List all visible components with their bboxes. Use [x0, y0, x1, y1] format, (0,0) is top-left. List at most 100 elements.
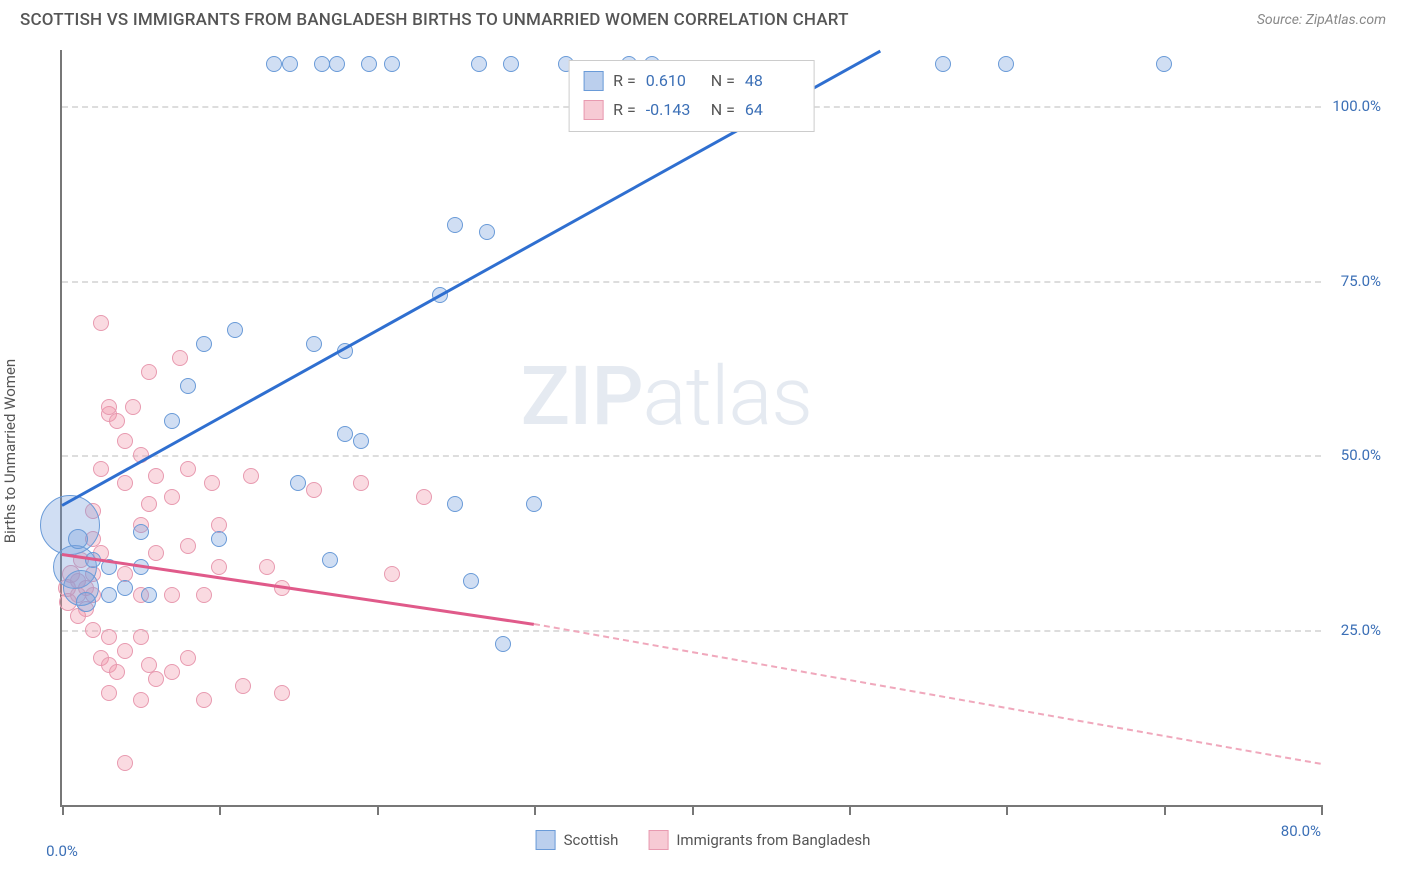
legend-swatch-scottish — [536, 830, 556, 850]
xtick-label: 0.0% — [46, 842, 78, 860]
stats-n-label: N = — [711, 67, 735, 96]
watermark-atlas: atlas — [643, 349, 812, 445]
point-scottish — [117, 580, 133, 596]
ytick-label: 100.0% — [1332, 97, 1381, 115]
point-scottish — [322, 552, 338, 568]
xtick — [377, 805, 379, 815]
chart-title: SCOTTISH VS IMMIGRANTS FROM BANGLADESH B… — [20, 10, 849, 30]
point-bangladesh — [259, 559, 275, 575]
chart-container: Births to Unmarried Women ZIPatlas R = 0… — [20, 40, 1386, 862]
point-scottish — [211, 531, 227, 547]
stats-r-label: R = — [613, 96, 636, 125]
point-bangladesh — [353, 475, 369, 491]
point-scottish — [998, 56, 1014, 72]
point-bangladesh — [204, 475, 220, 491]
gridline — [62, 630, 1321, 632]
xtick — [1164, 805, 1166, 815]
ytick-label: 75.0% — [1341, 272, 1381, 290]
point-scottish — [329, 56, 345, 72]
point-bangladesh — [117, 643, 133, 659]
point-bangladesh — [101, 685, 117, 701]
swatch-bangladesh — [583, 100, 603, 120]
point-scottish — [495, 636, 511, 652]
point-bangladesh — [85, 622, 101, 638]
stats-r-value: 0.610 — [646, 67, 701, 96]
xtick — [219, 805, 221, 815]
point-bangladesh — [125, 399, 141, 415]
point-bangladesh — [416, 489, 432, 505]
trendline-dashed — [534, 623, 1321, 765]
point-bangladesh — [180, 538, 196, 554]
point-bangladesh — [274, 685, 290, 701]
stats-n-label: N = — [711, 96, 735, 125]
point-bangladesh — [117, 755, 133, 771]
point-scottish — [227, 322, 243, 338]
source-attribution: Source: ZipAtlas.com — [1257, 12, 1386, 28]
point-bangladesh — [306, 482, 322, 498]
xtick — [534, 805, 536, 815]
point-scottish — [266, 56, 282, 72]
point-bangladesh — [133, 629, 149, 645]
xtick — [1006, 805, 1008, 815]
point-scottish — [133, 524, 149, 540]
point-bangladesh — [109, 664, 125, 680]
ytick-label: 50.0% — [1341, 446, 1381, 464]
point-scottish — [471, 56, 487, 72]
point-scottish — [479, 224, 495, 240]
gridline — [62, 455, 1321, 457]
point-scottish — [463, 573, 479, 589]
legend-item-bangladesh: Immigrants from Bangladesh — [648, 830, 870, 850]
point-scottish — [337, 426, 353, 442]
point-bangladesh — [211, 559, 227, 575]
gridline — [62, 281, 1321, 283]
point-scottish — [361, 56, 377, 72]
xtick — [1321, 805, 1323, 815]
point-scottish — [196, 336, 212, 352]
point-scottish — [76, 592, 96, 612]
watermark: ZIPatlas — [521, 349, 812, 445]
point-bangladesh — [196, 692, 212, 708]
point-scottish — [101, 587, 117, 603]
legend-label: Immigrants from Bangladesh — [676, 831, 870, 849]
stats-row-bangladesh: R = -0.143 N = 64 — [583, 96, 800, 125]
bottom-legend: Scottish Immigrants from Bangladesh — [536, 830, 871, 850]
stats-n-value: 48 — [745, 67, 800, 96]
point-bangladesh — [93, 461, 109, 477]
yaxis-title: Births to Unmarried Women — [1, 359, 19, 543]
point-bangladesh — [93, 315, 109, 331]
point-bangladesh — [148, 468, 164, 484]
point-bangladesh — [148, 545, 164, 561]
legend-swatch-bangladesh — [648, 830, 668, 850]
point-scottish — [306, 336, 322, 352]
point-bangladesh — [101, 629, 117, 645]
point-bangladesh — [243, 468, 259, 484]
point-bangladesh — [117, 433, 133, 449]
xtick — [849, 805, 851, 815]
watermark-zip: ZIP — [521, 349, 643, 445]
point-scottish — [290, 475, 306, 491]
point-scottish — [447, 496, 463, 512]
point-bangladesh — [196, 587, 212, 603]
point-scottish — [314, 56, 330, 72]
ytick-label: 25.0% — [1341, 621, 1381, 639]
stats-n-value: 64 — [745, 96, 800, 125]
stats-r-label: R = — [613, 67, 636, 96]
xtick-label: 80.0% — [1281, 822, 1321, 840]
point-bangladesh — [164, 587, 180, 603]
point-bangladesh — [180, 650, 196, 666]
stats-legend-box: R = 0.610 N = 48 R = -0.143 N = 64 — [568, 60, 815, 132]
point-bangladesh — [172, 350, 188, 366]
point-scottish — [935, 56, 951, 72]
swatch-scottish — [583, 71, 603, 91]
point-scottish — [180, 378, 196, 394]
point-scottish — [164, 413, 180, 429]
xtick — [692, 805, 694, 815]
point-bangladesh — [164, 664, 180, 680]
point-bangladesh — [141, 364, 157, 380]
point-bangladesh — [141, 496, 157, 512]
stats-row-scottish: R = 0.610 N = 48 — [583, 67, 800, 96]
point-scottish — [1156, 56, 1172, 72]
legend-label: Scottish — [564, 831, 619, 849]
point-bangladesh — [117, 475, 133, 491]
point-scottish — [68, 529, 88, 549]
